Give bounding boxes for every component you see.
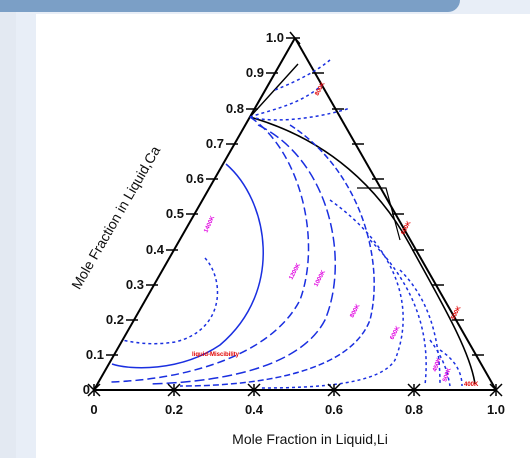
left-tick-0.5: 0.5 <box>166 206 184 221</box>
left-tick-0.7: 0.7 <box>206 136 224 151</box>
isotherm-1400k <box>111 163 264 369</box>
isotherm-li-1 <box>399 269 441 386</box>
tie-line <box>357 187 401 241</box>
bottom-tick-0.6: 0.6 <box>325 402 343 417</box>
isotherm-li-2 <box>369 239 427 386</box>
left-tick-0.4: 0.4 <box>146 242 165 257</box>
isotherm-lines <box>109 59 463 389</box>
isotherm-800k <box>179 124 375 387</box>
isotherm-ca-side <box>249 84 323 118</box>
iso-label-1400k: 1400K <box>203 215 216 234</box>
iso-label-600k: 600K <box>389 325 401 341</box>
isotherm-li-4 <box>429 339 451 387</box>
ca-boundary <box>249 63 299 118</box>
iso-label-1000k: 1000K <box>313 269 327 288</box>
isotherm-600k <box>259 199 404 389</box>
isotherm-1200k <box>109 116 310 383</box>
bottom-tick-0: 0 <box>90 402 97 417</box>
bottom-tick-0.8: 0.8 <box>405 402 423 417</box>
isotherm-inner <box>121 257 219 345</box>
left-tick-0: 0 <box>83 382 90 397</box>
left-tick-0.2: 0.2 <box>106 312 124 327</box>
iso-label-500k: 500K <box>442 367 453 383</box>
bottom-tick-1.0: 1.0 <box>487 402 505 417</box>
left-tick-0.3: 0.3 <box>126 277 144 292</box>
y-axis-title: Mole Fraction in Liquid,Ca <box>68 143 163 292</box>
iso-label-liquid-miscibility: liquid-Miscibility <box>192 352 240 358</box>
left-tick-0.6: 0.6 <box>186 171 204 186</box>
left-tick-0.8: 0.8 <box>226 101 244 116</box>
left-tick-0.9: 0.9 <box>246 65 264 80</box>
iso-label-800k: 800K <box>349 303 361 319</box>
isotherm-ca-top <box>274 59 331 91</box>
left-frame <box>0 12 16 458</box>
iso-label-600k-red: 600K <box>400 220 412 236</box>
iso-label-1200k: 1200K <box>288 262 302 281</box>
left-tick-0.1: 0.1 <box>86 347 104 362</box>
miscibility-boundary <box>249 116 476 385</box>
x-axis-title: Mole Fraction in Liquid,Li <box>232 431 388 447</box>
window-title-bar <box>0 0 460 12</box>
iso-label-500k-red: 500K <box>450 305 462 321</box>
bottom-tick-0.4: 0.4 <box>245 402 264 417</box>
figure-panel <box>36 14 530 458</box>
isotherm-1000k <box>149 124 336 385</box>
bottom-tick-0.2: 0.2 <box>165 402 183 417</box>
left-tick-1.0: 1.0 <box>266 30 284 45</box>
iso-label-450k: 450K <box>432 357 443 373</box>
iso-label-400k-red: 400K <box>464 382 479 388</box>
isotherm-ca-2 <box>249 107 351 121</box>
tick-marks <box>87 31 503 397</box>
